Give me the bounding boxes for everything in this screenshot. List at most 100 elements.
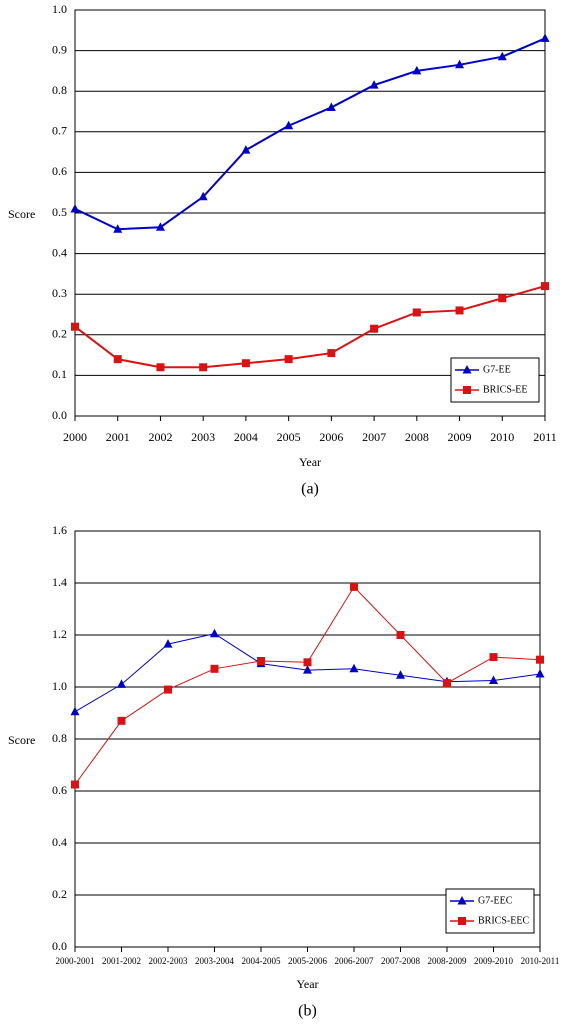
marker — [198, 191, 208, 201]
marker — [458, 917, 466, 925]
marker — [164, 685, 172, 694]
marker — [117, 679, 126, 688]
legend-label: BRICS-EE — [483, 384, 527, 395]
x-axis-label: Year — [299, 455, 321, 469]
x-tick-label: 2004 — [234, 430, 258, 444]
x-tick-label: 2003-2004 — [195, 956, 234, 966]
x-tick-label: 2003 — [191, 430, 215, 444]
x-tick-label: 2001 — [106, 430, 130, 444]
caption: (a) — [301, 481, 319, 498]
marker — [540, 33, 550, 42]
y-axis-label: Score — [8, 733, 35, 747]
marker — [463, 386, 471, 394]
marker — [327, 349, 336, 358]
marker — [349, 663, 359, 673]
marker — [117, 716, 126, 725]
x-tick-label: 2006 — [319, 430, 343, 444]
marker — [350, 582, 358, 591]
y-tick-label: 0.8 — [52, 83, 67, 97]
y-tick-label: 0.2 — [52, 887, 67, 901]
marker — [535, 669, 545, 678]
marker — [396, 670, 405, 679]
x-tick-label: 2007-2008 — [381, 956, 420, 966]
marker — [497, 51, 507, 61]
marker — [455, 59, 465, 69]
legend-label: G7-EE — [483, 364, 511, 375]
marker — [284, 355, 293, 364]
marker — [498, 294, 507, 303]
y-axis-label: Score — [8, 207, 35, 221]
y-tick-label: 0.5 — [52, 205, 67, 219]
legend-box — [450, 357, 540, 403]
x-tick-label: 2011 — [533, 430, 557, 444]
marker — [370, 324, 379, 333]
marker — [489, 675, 498, 684]
marker — [326, 102, 336, 111]
marker — [210, 628, 219, 638]
y-tick-label: 1.0 — [52, 2, 67, 16]
legend-box — [445, 888, 535, 934]
marker — [455, 306, 464, 315]
marker — [541, 282, 549, 291]
marker — [412, 308, 421, 317]
y-tick-label: 0.0 — [52, 408, 67, 422]
x-tick-label: 2010 — [490, 430, 514, 444]
y-tick-label: 1.0 — [52, 679, 67, 693]
legend-label: BRICS-EEC — [478, 915, 529, 926]
x-tick-label: 2008 — [405, 430, 429, 444]
marker — [113, 355, 122, 364]
y-tick-label: 0.8 — [52, 731, 67, 745]
x-tick-label: 2010-2011 — [521, 956, 560, 966]
marker — [462, 365, 472, 374]
marker — [241, 145, 251, 154]
marker — [284, 120, 294, 130]
y-tick-label: 0.6 — [52, 164, 67, 178]
marker — [70, 706, 80, 716]
x-tick-label: 2005 — [277, 430, 301, 444]
caption: (b) — [298, 1003, 317, 1020]
marker — [396, 631, 405, 639]
x-tick-label: 2004-2005 — [242, 956, 281, 966]
x-tick-label: 2008-2009 — [428, 956, 467, 966]
marker — [163, 639, 173, 648]
x-tick-label: 2000 — [63, 430, 87, 444]
marker — [71, 322, 79, 331]
y-tick-label: 0.0 — [52, 939, 67, 953]
x-axis-label: Year — [296, 977, 318, 991]
marker — [489, 653, 498, 662]
x-tick-label: 2002-2003 — [149, 956, 188, 966]
x-tick-label: 2007 — [362, 430, 386, 444]
y-tick-label: 0.4 — [52, 245, 67, 259]
marker — [536, 655, 544, 664]
x-tick-label: 2009 — [448, 430, 472, 444]
y-tick-label: 0.7 — [52, 124, 67, 138]
marker — [257, 657, 265, 665]
series-line — [74, 37, 546, 231]
x-tick-label: 2005-2006 — [288, 956, 327, 966]
y-tick-label: 0.3 — [52, 286, 67, 300]
y-tick-label: 1.4 — [52, 575, 67, 589]
plot-frame — [74, 9, 546, 417]
marker — [199, 363, 208, 372]
legend-label: G7-EEC — [478, 895, 513, 906]
marker — [443, 679, 451, 688]
marker — [303, 658, 312, 667]
marker — [457, 896, 467, 905]
y-tick-label: 0.9 — [52, 42, 67, 56]
x-tick-label: 2001-2002 — [102, 956, 141, 966]
series-line — [74, 586, 541, 785]
marker — [71, 780, 79, 789]
y-tick-label: 1.2 — [52, 627, 67, 641]
marker — [155, 222, 165, 231]
marker — [70, 203, 80, 213]
marker — [241, 359, 250, 368]
series-line — [74, 285, 546, 369]
marker — [156, 363, 165, 372]
x-tick-label: 2000-2001 — [56, 956, 95, 966]
x-tick-label: 2006-2007 — [335, 956, 374, 966]
marker — [303, 665, 312, 674]
marker — [210, 664, 219, 673]
marker — [113, 224, 123, 233]
